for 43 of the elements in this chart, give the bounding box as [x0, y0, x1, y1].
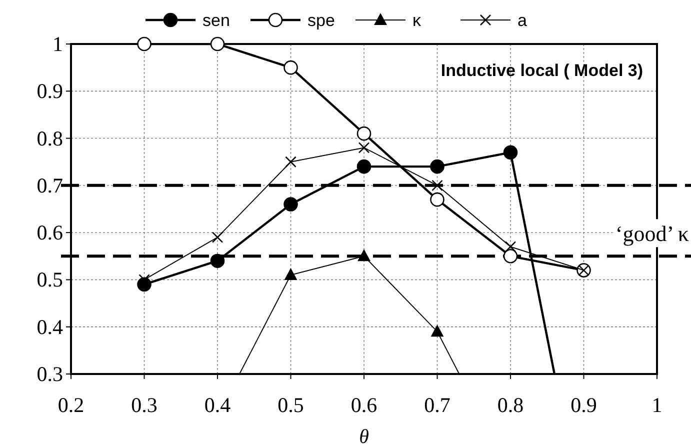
point — [212, 232, 224, 243]
point — [503, 145, 518, 160]
ref-line-label: ‘good’ κ — [615, 221, 689, 246]
point — [358, 142, 370, 154]
x-tick-label: 0.2 — [58, 393, 84, 417]
y-tick-label: 0.6 — [36, 220, 63, 245]
point — [503, 248, 518, 264]
x-tick-label: 0.5 — [278, 393, 304, 417]
point — [430, 192, 444, 207]
x-tick-label: 1 — [652, 393, 662, 417]
x-tick-label: 0.7 — [424, 393, 450, 417]
point — [284, 60, 298, 75]
y-tick-label: 0.9 — [36, 79, 63, 104]
x-tick-label: 0.9 — [570, 393, 597, 417]
point — [356, 126, 372, 141]
point — [210, 36, 225, 52]
point — [284, 197, 298, 212]
x-tick-label: 0.4 — [204, 393, 232, 417]
point — [284, 268, 298, 280]
y-tick-label: 0.4 — [36, 314, 64, 339]
point — [285, 156, 296, 168]
y-tick-label: 1 — [52, 32, 63, 56]
x-axis-title: θ — [359, 426, 370, 445]
point — [358, 249, 370, 262]
legend-label: sen — [202, 11, 230, 30]
x-tick-label: 0.8 — [497, 393, 524, 417]
y-tick-label: 0.8 — [36, 126, 63, 150]
point — [430, 159, 444, 174]
y-tick-label: 0.5 — [36, 268, 63, 292]
x-tick-label: 0.6 — [350, 393, 378, 417]
legend-label: κ — [412, 11, 422, 30]
point — [137, 36, 152, 52]
text: Inductive local ( Model 3) — [440, 61, 643, 80]
point — [210, 254, 225, 268]
y-tick-label: 0.7 — [36, 173, 63, 198]
legend-label: spe — [308, 11, 335, 30]
point — [430, 324, 444, 337]
point — [504, 241, 516, 252]
point — [356, 159, 372, 174]
y-tick-label: 0.3 — [36, 362, 63, 386]
point — [432, 180, 443, 192]
legend-label: a — [518, 11, 528, 30]
x-tick-label: 0.3 — [131, 393, 158, 417]
